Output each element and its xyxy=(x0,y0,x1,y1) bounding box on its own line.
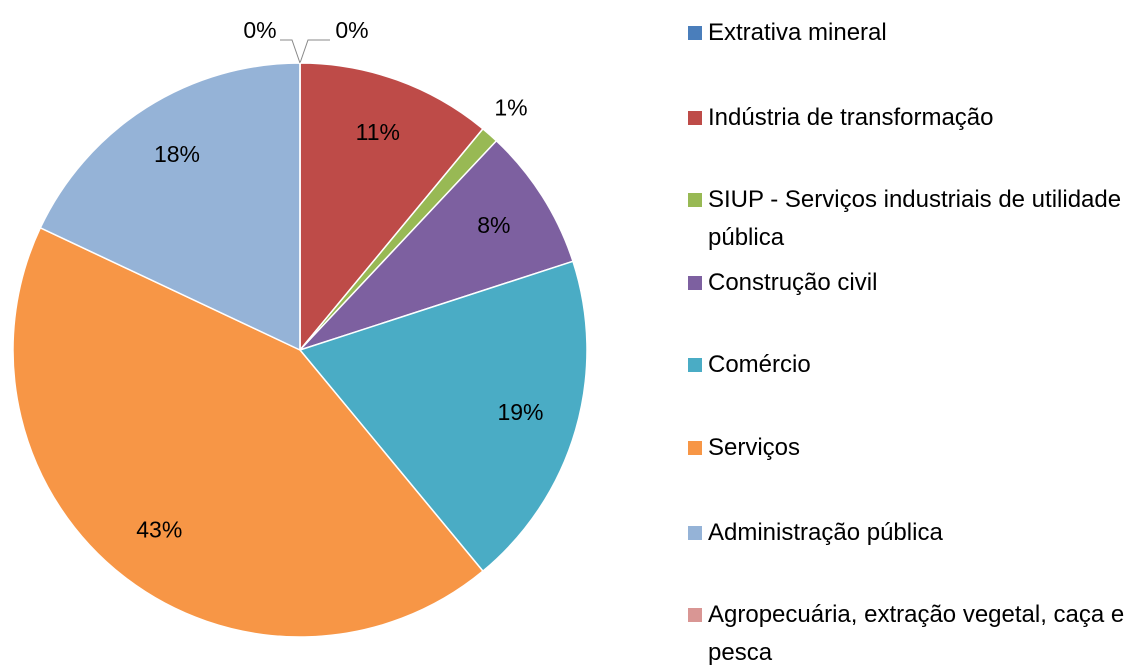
legend-entry: Indústria de transformação xyxy=(688,99,1128,137)
data-label: 18% xyxy=(154,141,200,167)
leader-line xyxy=(299,39,330,64)
data-label: 0% xyxy=(243,17,276,43)
pie-slice xyxy=(298,260,588,573)
legend-entry: Agropecuária, extração vegetal, caça e p… xyxy=(688,596,1128,672)
pie-slice xyxy=(39,62,301,352)
legend-entry: Construção civil xyxy=(688,264,1128,302)
legend-label: Extrativa mineral xyxy=(708,19,887,46)
data-label: 11% xyxy=(356,119,400,145)
legend-entry: Extrativa mineral xyxy=(688,14,1128,52)
pie: 0% 11% 1% 8% 19% 43% 18% 0% xyxy=(12,17,588,638)
pie-slice xyxy=(299,139,574,351)
legend-swatch xyxy=(688,276,702,290)
legend-entry: Serviços xyxy=(688,429,1128,467)
legend-label: Serviços xyxy=(708,434,801,461)
legend-swatch xyxy=(688,441,702,455)
legend-swatch xyxy=(688,358,702,372)
data-label: 0% xyxy=(335,17,368,43)
legend-label: Comércio xyxy=(708,351,811,378)
pie-slice xyxy=(12,226,484,638)
legend-swatch xyxy=(688,26,702,40)
legend-label: Administração pública xyxy=(708,519,943,546)
legend-entry: Comércio xyxy=(688,346,1128,384)
data-label: 19% xyxy=(497,399,543,425)
legend-swatch xyxy=(688,608,702,622)
legend-swatch xyxy=(688,111,702,125)
legend-label: Indústria de transformação xyxy=(708,104,994,131)
data-label: 43% xyxy=(136,516,182,542)
pie-slice xyxy=(299,62,484,353)
legend-label: Agropecuária, extração vegetal, caça e p… xyxy=(708,601,1125,666)
legend-entry: SIUP - Serviços industriais de utilidade… xyxy=(688,181,1128,257)
legend-swatch xyxy=(688,526,702,540)
leader-line xyxy=(280,39,301,64)
data-label: 1% xyxy=(494,95,527,121)
legend-entry: Administração pública xyxy=(688,514,1128,552)
legend-label: Construção civil xyxy=(708,269,878,296)
legend-label: SIUP - Serviços industriais de utilidade… xyxy=(708,186,1122,251)
legend-swatch xyxy=(688,193,702,207)
data-label: 8% xyxy=(477,212,510,238)
